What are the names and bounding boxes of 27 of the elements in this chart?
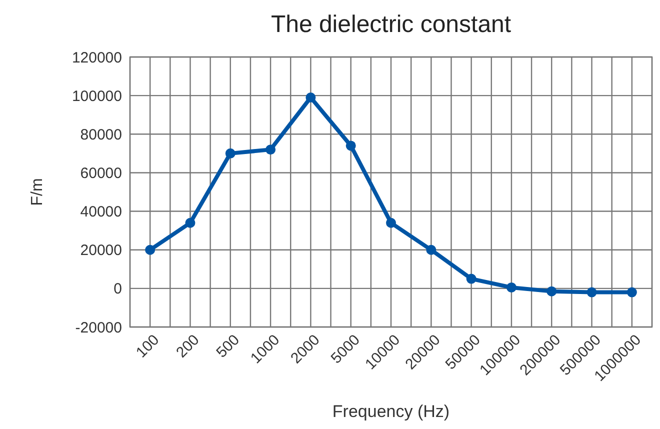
y-tick-label: 120000 [72,49,122,66]
y-tick-label: 100000 [72,88,122,105]
x-tick-label: 200 [173,332,203,362]
point [426,244,436,255]
point [586,287,597,298]
chart-title: The dielectric constant [270,11,512,38]
y-tick-label: 20000 [80,242,122,260]
point [346,140,356,151]
y-tick-label: 80000 [80,126,122,144]
point [145,244,156,255]
x-axis-title: Frequency (Hz) [332,402,450,421]
point [626,287,637,298]
point [466,274,476,284]
point [306,92,316,102]
point [266,144,276,155]
y-tick-label: 40000 [80,204,122,221]
point [386,218,396,228]
point [506,282,516,292]
point [546,286,557,296]
y-tick-label: 0 [114,280,122,298]
y-tick-label: 60000 [80,164,122,182]
y-axis-title: F/m [29,178,46,206]
y-tick-label: -20000 [75,319,122,336]
x-tick-label: 500 [213,332,243,362]
point [225,148,236,158]
x-tick-label: 100 [132,332,163,362]
point [185,218,196,228]
